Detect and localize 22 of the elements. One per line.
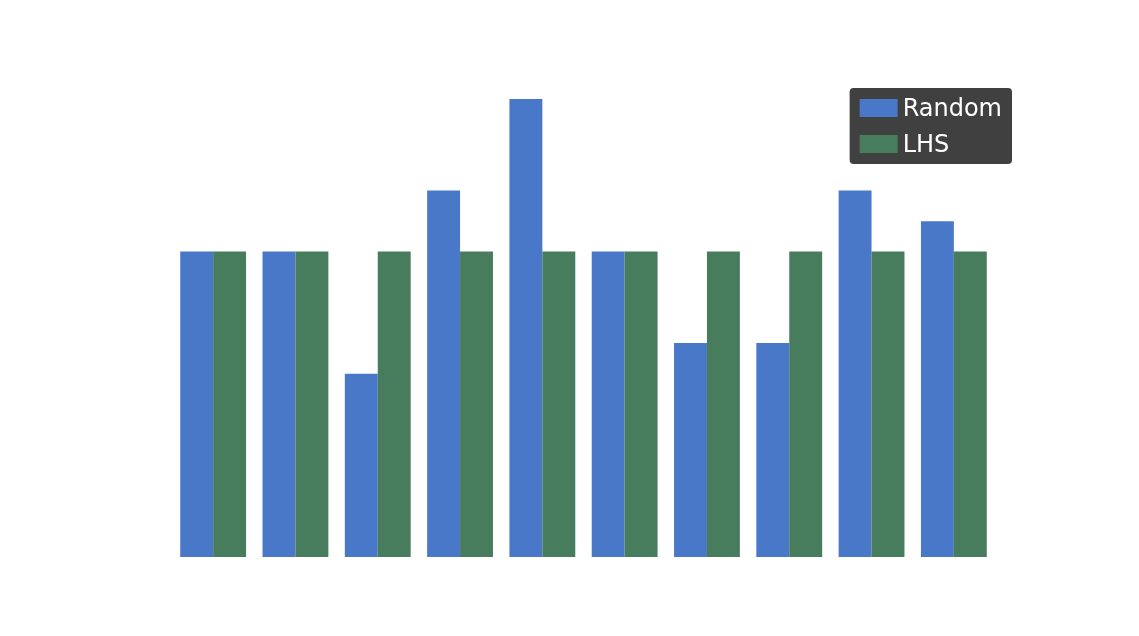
- bar: [509, 99, 543, 557]
- legend-label: LHS: [902, 130, 950, 158]
- bar: [262, 251, 296, 557]
- bar: [706, 251, 740, 557]
- bar: [591, 251, 625, 557]
- bar: [295, 251, 329, 557]
- bar: [756, 343, 790, 557]
- bar: [674, 343, 707, 557]
- bar: [542, 251, 576, 557]
- bar: [213, 251, 247, 557]
- bar: [427, 190, 461, 557]
- bar: [838, 190, 872, 557]
- bar: [344, 373, 378, 557]
- bar: [460, 251, 493, 557]
- legend-label: Random: [902, 94, 1003, 122]
- bar: [920, 221, 954, 557]
- bar: [180, 251, 214, 557]
- bar: [377, 251, 411, 557]
- bar: [789, 251, 823, 557]
- bar: [953, 251, 987, 557]
- bar: [871, 251, 905, 557]
- bar: [624, 251, 658, 557]
